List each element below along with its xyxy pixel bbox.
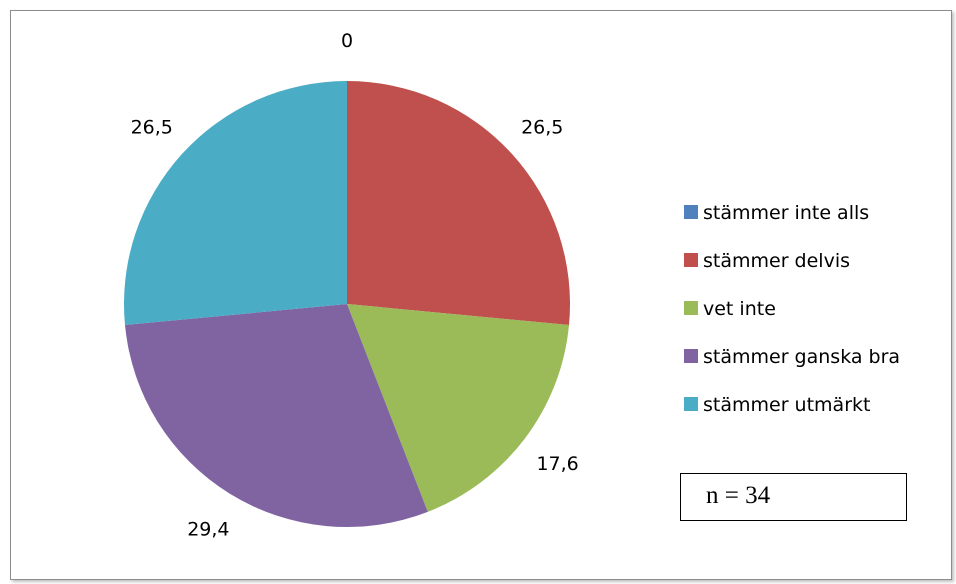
pie-slice-st-mmer-delvis bbox=[347, 81, 570, 325]
legend: stämmer inte alls stämmer delvis vet inte s… bbox=[684, 202, 900, 416]
data-label-st-mmer-ganska-bra: 29,4 bbox=[187, 519, 229, 541]
legend-swatch-vet-inte bbox=[684, 301, 698, 315]
legend-swatch-st-mmer-utm-rkt bbox=[684, 397, 698, 411]
legend-swatch-st-mmer-inte-alls bbox=[684, 205, 698, 219]
legend-label-st-mmer-inte-alls: stämmer inte alls bbox=[703, 202, 869, 224]
pie-slice-vet-inte bbox=[347, 304, 570, 512]
sample-size-text: n = 34 bbox=[706, 482, 771, 509]
legend-label-st-mmer-ganska-bra: stämmer ganska bra bbox=[703, 346, 900, 368]
data-label-vet-inte: 17,6 bbox=[536, 453, 578, 475]
data-label-st-mmer-delvis: 26,5 bbox=[521, 116, 563, 138]
legend-label-vet-inte: vet inte bbox=[703, 298, 776, 320]
legend-swatch-st-mmer-ganska-bra bbox=[684, 349, 698, 363]
data-label-st-mmer-utm-rkt: 26,5 bbox=[131, 116, 173, 138]
data-label-st-mmer-inte-alls: 0 bbox=[341, 30, 353, 52]
legend-label-st-mmer-delvis: stämmer delvis bbox=[703, 250, 850, 272]
pie-slice-st-mmer-ganska-bra bbox=[124, 304, 428, 527]
pie-slices bbox=[124, 81, 570, 527]
pie-slice-st-mmer-utm-rkt bbox=[124, 81, 347, 325]
sample-size-box: n = 34 bbox=[680, 473, 907, 521]
pie-data-labels: 0 26,5 17,6 29,4 26,5 bbox=[131, 30, 579, 541]
legend-label-st-mmer-utm-rkt: stämmer utmärkt bbox=[703, 394, 870, 416]
legend-swatch-st-mmer-delvis bbox=[684, 253, 698, 267]
